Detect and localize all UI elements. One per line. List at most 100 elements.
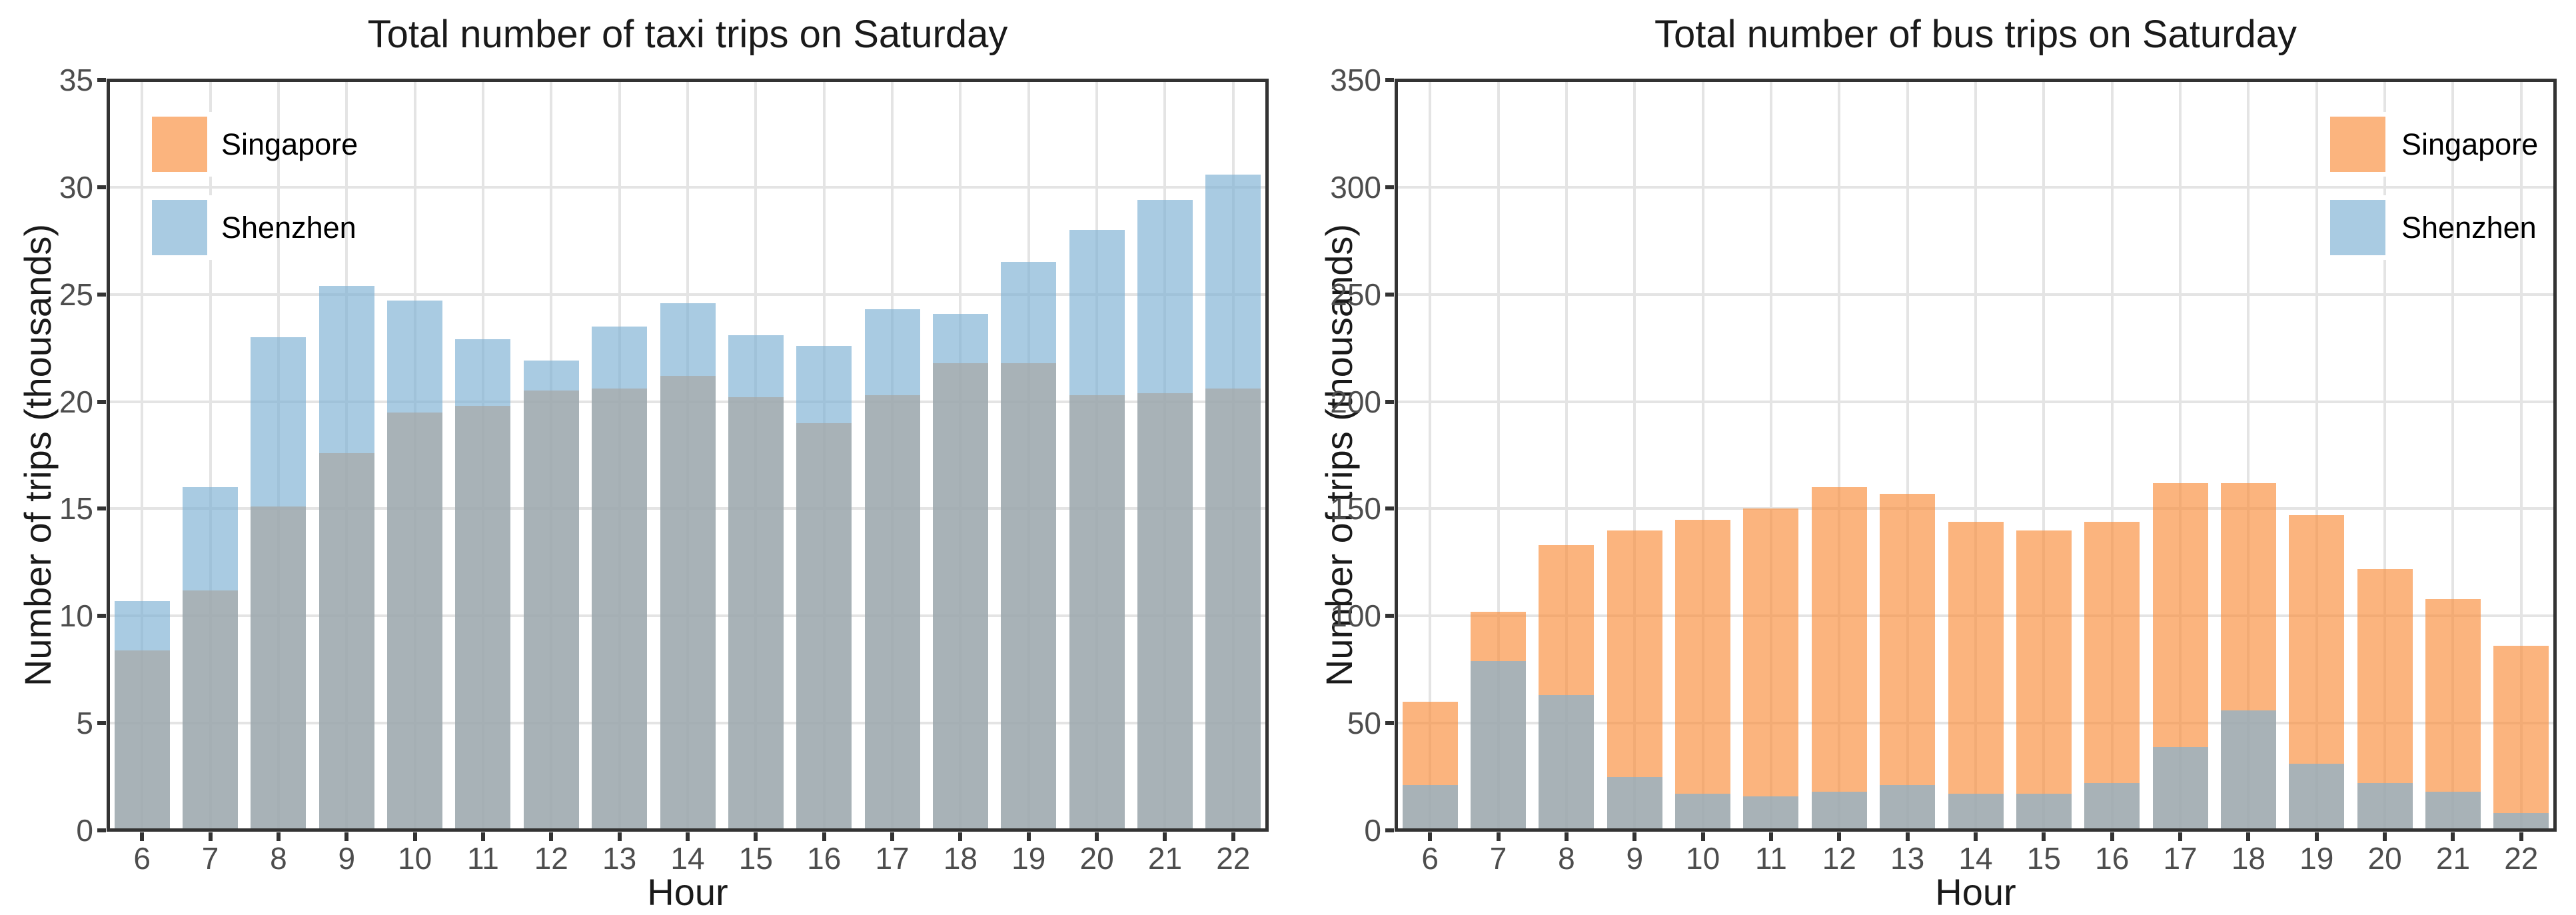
bar-shenzhen-hour-16 [796, 345, 852, 830]
h-gridline-200 [1396, 400, 2555, 403]
x-tick-21 [1163, 832, 1167, 841]
x-tick-22 [2519, 832, 2523, 841]
v-gridline-21 [2451, 80, 2455, 830]
bar-shenzhen-hour-22 [1205, 174, 1261, 830]
v-gridline-20 [2383, 80, 2387, 830]
x-tick-label-10: 10 [1685, 841, 1720, 876]
x-tick-label-11: 11 [467, 841, 499, 876]
y-tick-label-0: 0 [1364, 813, 1381, 848]
y-tick-350 [1385, 78, 1394, 82]
x-tick-10 [1700, 832, 1705, 841]
x-tick-9 [344, 832, 349, 841]
bar-shenzhen-hour-18 [2220, 710, 2276, 830]
x-tick-15 [754, 832, 758, 841]
x-tick-8 [276, 832, 281, 841]
bar-shenzhen-hour-21 [1137, 200, 1193, 830]
y-tick-label-0: 0 [76, 813, 93, 848]
bar-shenzhen-hour-6 [1402, 785, 1458, 830]
shenzhen-swatch [2330, 200, 2385, 255]
bar-shenzhen-hour-13 [592, 326, 648, 830]
bar-shenzhen-hour-11 [1743, 796, 1799, 830]
x-tick-14 [686, 832, 690, 841]
bar-shenzhen-hour-9 [319, 285, 374, 830]
y-tick-150 [1385, 506, 1394, 511]
bar-shenzhen-hour-16 [2084, 783, 2140, 830]
y-tick-label-35: 35 [59, 63, 93, 97]
v-gridline-18 [2247, 80, 2250, 830]
x-tick-label-8: 8 [1558, 841, 1575, 876]
bar-shenzhen-hour-17 [864, 309, 920, 830]
x-tick-19 [1026, 832, 1031, 841]
y-tick-label-25: 25 [59, 277, 93, 312]
y-tick-15 [97, 506, 106, 511]
y-tick-0 [1385, 828, 1394, 832]
y-tick-200 [1385, 399, 1394, 404]
h-gridline-25 [108, 293, 1267, 296]
bar-singapore-hour-11 [1743, 508, 1799, 830]
v-gridline-6 [1429, 80, 1432, 830]
y-tick-30 [97, 185, 106, 189]
x-tick-label-9: 9 [338, 841, 356, 876]
bar-shenzhen-hour-15 [2016, 794, 2072, 830]
y-tick-label-150: 150 [1330, 491, 1381, 526]
bar-shenzhen-hour-20 [2357, 783, 2413, 830]
x-tick-label-12: 12 [534, 841, 568, 876]
x-tick-18 [958, 832, 963, 841]
bar-shenzhen-hour-19 [2289, 764, 2345, 830]
y-tick-300 [1385, 185, 1394, 189]
x-tick-22 [1231, 832, 1235, 841]
v-gridline-15 [2042, 80, 2046, 830]
x-tick-label-15: 15 [738, 841, 773, 876]
x-tick-label-14: 14 [1958, 841, 1993, 876]
x-tick-label-17: 17 [875, 841, 910, 876]
x-tick-13 [1905, 832, 1910, 841]
x-tick-label-9: 9 [1626, 841, 1644, 876]
y-tick-label-50: 50 [1347, 706, 1381, 741]
bar-shenzhen-hour-10 [387, 301, 443, 830]
legend-key [147, 195, 212, 260]
v-gridline-16 [2110, 80, 2114, 830]
y-tick-label-5: 5 [76, 706, 93, 741]
x-tick-11 [480, 832, 485, 841]
y-tick-label-100: 100 [1330, 598, 1381, 634]
x-tick-label-7: 7 [201, 841, 219, 876]
v-gridline-6 [141, 80, 144, 830]
x-tick-label-18: 18 [2231, 841, 2265, 876]
y-tick-10 [97, 614, 106, 618]
x-tick-label-20: 20 [2367, 841, 2402, 876]
taxi-chart-panel: Total number of taxi trips on Saturday N… [17, 13, 1269, 913]
bar-shenzhen-hour-14 [1948, 794, 2004, 830]
x-tick-label-19: 19 [2299, 841, 2334, 876]
plot-area [108, 80, 1267, 830]
v-gridline-10 [1701, 80, 1704, 830]
bar-shenzhen-hour-10 [1675, 794, 1731, 830]
bar-shenzhen-hour-20 [1069, 230, 1125, 830]
v-gridline-13 [1906, 80, 1909, 830]
x-tick-label-16: 16 [807, 841, 842, 876]
v-gridline-22 [2519, 80, 2523, 830]
bus-chart-panel: Total number of bus trips on Saturday Nu… [1288, 0, 2576, 915]
y-tick-label-20: 20 [59, 384, 93, 419]
plot-area [1396, 80, 2555, 830]
x-tick-label-20: 20 [1079, 841, 1114, 876]
bar-shenzhen-hour-21 [2425, 792, 2481, 830]
x-tick-label-6: 6 [133, 841, 151, 876]
legend-key [147, 112, 212, 177]
legend-label-shenzhen: Shenzhen [2401, 211, 2537, 245]
bar-singapore-hour-13 [1880, 493, 1936, 830]
chart-title: Total number of bus trips on Saturday [1654, 13, 2297, 56]
legend-key [2325, 195, 2390, 260]
x-tick-9 [1632, 832, 1637, 841]
x-tick-6 [1428, 832, 1433, 841]
bar-shenzhen-hour-15 [728, 335, 784, 830]
y-tick-label-200: 200 [1330, 384, 1381, 419]
bar-shenzhen-hour-22 [2493, 813, 2549, 830]
x-tick-label-6: 6 [1421, 841, 1439, 876]
bar-singapore-hour-22 [2493, 646, 2549, 830]
x-tick-11 [1768, 832, 1773, 841]
bar-shenzhen-hour-11 [455, 339, 511, 830]
legend-label-singapore: Singapore [2401, 127, 2539, 161]
x-tick-label-12: 12 [1822, 841, 1856, 876]
x-tick-label-8: 8 [270, 841, 287, 876]
bar-shenzhen-hour-12 [1811, 792, 1867, 830]
